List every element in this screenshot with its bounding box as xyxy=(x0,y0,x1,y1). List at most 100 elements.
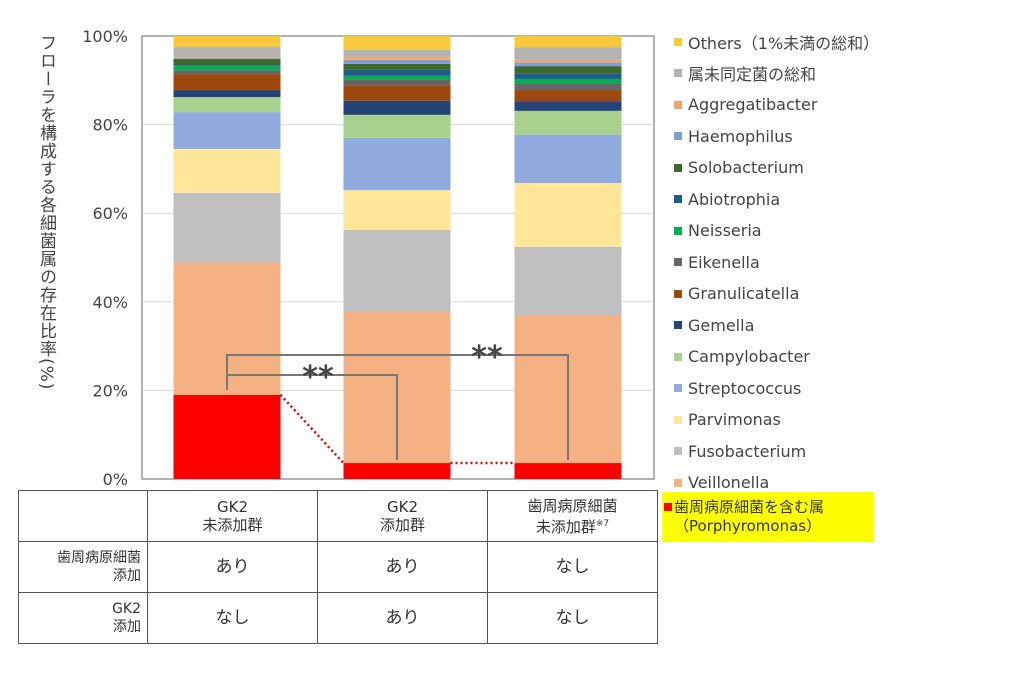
bar-segment xyxy=(514,101,622,111)
legend-swatch xyxy=(674,384,682,393)
bar-stack xyxy=(343,36,451,479)
bar-segment xyxy=(173,58,281,60)
y-axis-label: フローラを構成する各細菌属の存在比率(%) xyxy=(36,34,56,391)
bar-segment xyxy=(173,394,281,479)
bar-segment xyxy=(173,74,281,91)
legend-item: Veillonella xyxy=(674,467,879,499)
row-header: GK2 添加 xyxy=(18,592,148,644)
legend-item: Eikenella xyxy=(674,247,879,279)
bar-segment xyxy=(343,75,451,80)
legend-swatch xyxy=(674,37,682,46)
bar-segment xyxy=(173,57,281,59)
bar-segment xyxy=(343,59,451,64)
legend-label: 属未同定菌の総和 xyxy=(688,65,817,85)
bar-segment xyxy=(173,47,281,58)
legend-item: Abiotrophia xyxy=(674,184,879,216)
bar-segment xyxy=(173,90,281,98)
legend-label: Streptococcus xyxy=(688,378,802,398)
y-tick-label: 100% xyxy=(82,27,128,46)
legend-item: Fusobacterium xyxy=(674,436,879,468)
y-tick-label: 40% xyxy=(92,293,128,312)
legend-swatch xyxy=(674,226,682,235)
legend-label: Others（1%未満の総和） xyxy=(688,33,880,53)
legend-label: Veillonella xyxy=(688,473,770,493)
legend-swatch xyxy=(674,258,682,267)
bar-segment xyxy=(514,78,622,84)
table-cell: あり xyxy=(147,541,318,593)
table-header-row: GK2 未添加群 GK2 添加群 歯周病原細菌 未添加群※7 xyxy=(18,490,658,542)
legend-item-porphyromonas: 歯周病原細菌を含む属 （Porphyromonas） xyxy=(662,492,874,542)
bar-segment xyxy=(514,246,622,316)
legend-swatch xyxy=(674,69,682,78)
bar-segment xyxy=(514,62,622,67)
legend-item: Solobacterium xyxy=(674,152,879,184)
row-header: 歯周病原細菌 添加 xyxy=(18,541,148,593)
legend-item: Gemella xyxy=(674,310,879,342)
bar-segment xyxy=(173,97,281,113)
legend-label: Parvimonas xyxy=(688,410,781,430)
table-cell: なし xyxy=(487,592,658,644)
legend-label-line2: （Porphyromonas） xyxy=(674,517,822,535)
legend-item: Neisseria xyxy=(674,215,879,247)
legend-label: Campylobacter xyxy=(688,347,810,367)
bar-segment xyxy=(343,36,451,50)
legend-item: Parvimonas xyxy=(674,404,879,436)
legend-item: Haemophilus xyxy=(674,121,879,153)
bar-segment xyxy=(514,66,622,74)
legend-swatch xyxy=(674,447,682,456)
bar-segment xyxy=(343,63,451,70)
table-header: GK2 添加群 xyxy=(317,490,488,542)
bar-segment xyxy=(514,83,622,91)
legend-label: Gemella xyxy=(688,315,755,335)
legend-swatch xyxy=(674,100,682,109)
legend-label: Fusobacterium xyxy=(688,441,807,461)
bar-segment xyxy=(173,112,281,149)
bar-segment xyxy=(514,183,622,247)
y-tick-label: 80% xyxy=(92,116,128,135)
legend-swatch xyxy=(674,352,682,361)
legend: Others（1%未満の総和） 属未同定菌の総和 Aggregatibacter Ha… xyxy=(674,26,879,499)
bar-segment xyxy=(343,463,451,479)
bar-segment xyxy=(343,114,451,138)
bar-segment xyxy=(343,79,451,86)
condition-table: GK2 未添加群 GK2 添加群 歯周病原細菌 未添加群※7 歯周病原細菌 添加 あり … xyxy=(18,490,658,644)
bar-stack xyxy=(173,36,281,479)
bar-segment xyxy=(514,73,622,79)
legend-label: Granulicatella xyxy=(688,284,800,304)
significance-label: ** xyxy=(471,340,503,375)
legend-label: Solobacterium xyxy=(688,158,804,178)
significance-bracket xyxy=(226,354,569,460)
bar-segment xyxy=(343,56,451,60)
y-tick-label: 20% xyxy=(92,381,128,400)
table-header: GK2 未添加群 xyxy=(147,490,318,542)
legend-swatch xyxy=(664,503,672,511)
bar-segment xyxy=(514,47,622,60)
table-header: 歯周病原細菌 未添加群※7 xyxy=(487,490,658,542)
legend-label: Eikenella xyxy=(688,252,760,272)
bar-segment xyxy=(173,148,281,193)
bar-segment xyxy=(514,463,622,479)
legend-label-line1: 歯周病原細菌を含む属 xyxy=(674,498,825,516)
legend-item: Streptococcus xyxy=(674,373,879,405)
legend-swatch xyxy=(674,415,682,424)
bar-segment xyxy=(343,69,451,76)
bar-segment xyxy=(514,90,622,102)
bar-segment xyxy=(173,65,281,67)
table-cell: なし xyxy=(147,592,318,644)
y-tick-label: 0% xyxy=(103,470,128,489)
bar-segment xyxy=(343,190,451,231)
bar-segment xyxy=(173,59,281,66)
table-corner xyxy=(18,490,148,542)
bar-segment xyxy=(514,36,622,48)
bar-segment xyxy=(343,85,451,101)
legend-swatch xyxy=(674,321,682,330)
table-row: GK2 添加 なし あり なし xyxy=(18,592,658,644)
table-cell: あり xyxy=(317,592,488,644)
legend-label: Abiotrophia xyxy=(688,189,781,209)
legend-swatch xyxy=(674,478,682,487)
legend-swatch xyxy=(674,289,682,298)
bar-segment xyxy=(514,134,622,184)
bar-segment xyxy=(514,59,622,63)
